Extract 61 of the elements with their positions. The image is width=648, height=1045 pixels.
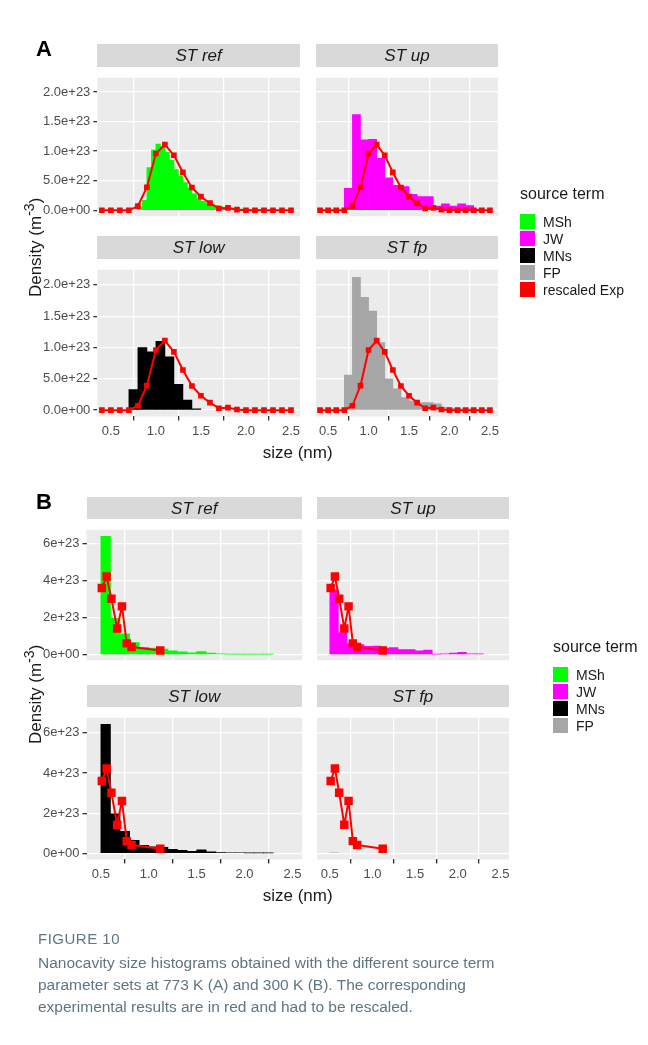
- y-tick-label: 0e+00: [43, 844, 80, 860]
- x-tick-label: 1.5: [191, 422, 210, 438]
- y-tick-label: 1.5e+23: [42, 113, 91, 129]
- x-tick-label: 2.0: [235, 865, 254, 881]
- legend-label: MSh: [543, 213, 572, 230]
- chart-title: ST ref: [97, 44, 300, 67]
- y-tick-label: 2.0e+23: [42, 83, 91, 99]
- y-tick-label: 2e+23: [43, 804, 80, 820]
- chart-title: ST up: [317, 497, 509, 519]
- text: B: [36, 489, 52, 515]
- y-tick-label: 4e+23: [43, 572, 80, 588]
- y-tick-label: 6e+23: [43, 535, 80, 551]
- caption: FIGURE 10: [38, 930, 121, 947]
- y-tick-label: 1.0e+23: [42, 142, 91, 158]
- y-tick-label: 4e+23: [43, 764, 80, 780]
- x-axis-title: size (nm): [262, 886, 333, 906]
- chart-title: ST up: [316, 44, 498, 67]
- x-tick-label: 2.5: [281, 422, 301, 438]
- x-tick-label: 1.5: [187, 865, 206, 881]
- legend-label: FP: [576, 717, 594, 734]
- y-tick-label: 2e+23: [43, 609, 80, 625]
- legend-label: JW: [576, 683, 597, 700]
- chart-title: ST fp: [316, 236, 498, 259]
- x-tick-label: 2.5: [491, 865, 510, 881]
- x-tick-label: 1.0: [359, 422, 378, 438]
- legend-label: FP: [543, 264, 561, 281]
- y-tick-label: 0.0e+00: [42, 401, 91, 417]
- legend-label: MNs: [576, 700, 605, 717]
- y-tick-label: 6e+23: [43, 724, 80, 740]
- y-tick-label: 1.0e+23: [42, 339, 91, 355]
- text: A: [36, 36, 52, 62]
- text: Nanocavity size histograms obtained with the different source term parameter sets at 773 K (A) and 300 K (B). The corresponding experimental results are in red and had to be rescaled.: [38, 953, 496, 1017]
- x-tick-label: 2.5: [283, 865, 302, 881]
- y-tick-label: 1.5e+23: [42, 307, 91, 323]
- x-tick-label: 0.5: [101, 422, 120, 438]
- x-axis-title: size (nm): [262, 443, 333, 463]
- x-tick-label: 1.0: [146, 422, 165, 438]
- legend-title: source term: [520, 185, 605, 203]
- y-tick-label: 2.0e+23: [42, 276, 91, 292]
- x-tick-label: 1.5: [399, 422, 419, 438]
- x-tick-label: 2.0: [440, 422, 459, 438]
- chart-title: ST ref: [86, 497, 302, 519]
- legend-label: MNs: [543, 247, 572, 264]
- y-tick-label: 5.0e+22: [42, 172, 91, 188]
- x-tick-label: 1.5: [406, 865, 425, 881]
- x-tick-label: 1.0: [363, 865, 382, 881]
- x-tick-label: 2.5: [480, 422, 499, 438]
- legend-label: JW: [543, 230, 564, 247]
- x-tick-label: 1.0: [139, 865, 158, 881]
- x-tick-label: 2.0: [448, 865, 467, 881]
- x-tick-label: 0.5: [320, 865, 339, 881]
- x-tick-label: 0.5: [91, 865, 110, 881]
- chart-title: ST low: [97, 236, 300, 259]
- x-tick-label: 0.5: [319, 422, 338, 438]
- chart-title: ST fp: [317, 685, 509, 707]
- legend-label: rescaled Exp: [543, 281, 624, 298]
- chart-title: ST low: [86, 685, 302, 707]
- legend-label: MSh: [576, 666, 605, 683]
- legend-title: source term: [553, 638, 638, 656]
- y-tick-label: 5.0e+22: [42, 370, 91, 386]
- x-tick-label: 2.0: [236, 422, 255, 438]
